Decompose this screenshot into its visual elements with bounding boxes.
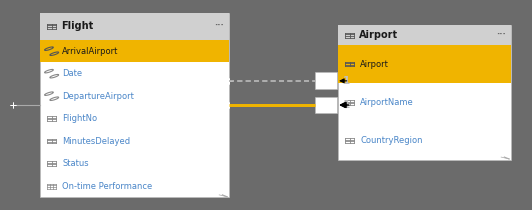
Text: Date: Date bbox=[62, 69, 82, 78]
Text: ArrivalAirport: ArrivalAirport bbox=[62, 47, 119, 56]
Text: AirportName: AirportName bbox=[360, 98, 414, 107]
Text: ···: ··· bbox=[496, 31, 506, 40]
FancyBboxPatch shape bbox=[315, 72, 337, 89]
FancyBboxPatch shape bbox=[40, 13, 229, 40]
Text: Status: Status bbox=[62, 159, 89, 168]
FancyBboxPatch shape bbox=[40, 40, 229, 62]
Text: Airport: Airport bbox=[360, 60, 389, 69]
FancyBboxPatch shape bbox=[315, 97, 337, 113]
Text: 1: 1 bbox=[343, 76, 351, 86]
Text: ···: ··· bbox=[214, 22, 224, 31]
Text: Airport: Airport bbox=[359, 30, 398, 40]
Text: 1: 1 bbox=[343, 100, 351, 110]
FancyBboxPatch shape bbox=[338, 25, 511, 45]
Text: MinutesDelayed: MinutesDelayed bbox=[62, 137, 130, 146]
Text: CountryRegion: CountryRegion bbox=[360, 136, 422, 145]
FancyBboxPatch shape bbox=[338, 25, 511, 160]
FancyBboxPatch shape bbox=[40, 13, 229, 197]
Text: On-time Performance: On-time Performance bbox=[62, 182, 153, 191]
Text: FlightNo: FlightNo bbox=[62, 114, 97, 123]
Text: Flight: Flight bbox=[61, 21, 94, 31]
FancyBboxPatch shape bbox=[338, 45, 511, 83]
Text: DepartureAirport: DepartureAirport bbox=[62, 92, 134, 101]
